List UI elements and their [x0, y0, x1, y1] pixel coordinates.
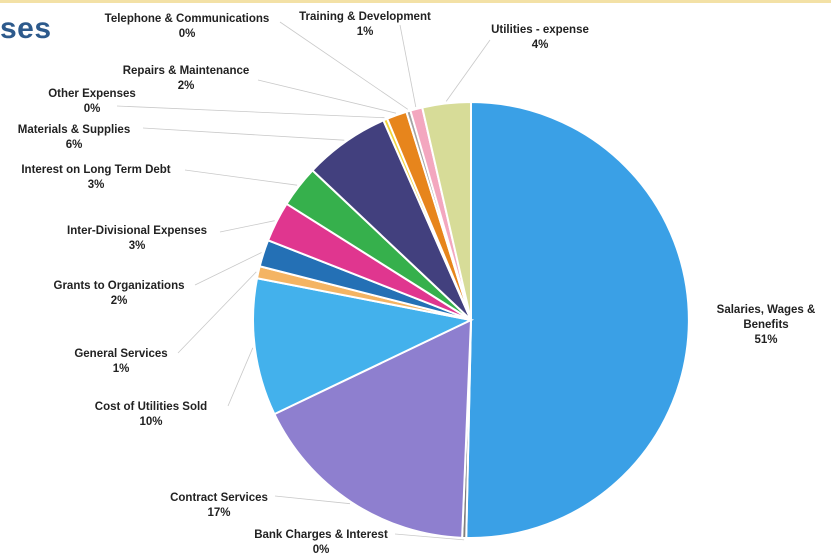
leader-line-other-expenses — [116, 105, 385, 119]
slice-name-line: Salaries, Wages & — [717, 304, 816, 316]
slice-name-line: Cost of Utilities Sold — [95, 401, 207, 413]
slice-name-line: Repairs & Maintenance — [123, 65, 250, 77]
slice-label-bank-charges-interest: Bank Charges & Interest 0% — [254, 529, 388, 556]
label-leader-lines — [116, 21, 491, 541]
slice-percent: 0% — [84, 103, 101, 115]
slice-percent: 10% — [139, 416, 162, 428]
slice-label-inter-divisional-expenses: Inter-Divisional Expenses 3% — [67, 225, 207, 252]
slice-percent: 3% — [88, 179, 105, 191]
slice-label-cost-of-utilities-sold: Cost of Utilities Sold 10% — [95, 401, 207, 428]
pie-slice-contract-services — [273, 318, 473, 539]
slice-label-other-expenses: Other Expenses 0% — [48, 88, 136, 115]
slice-percent: 4% — [532, 39, 549, 51]
leader-line-interest-on-long-term-debt — [184, 169, 298, 186]
leader-line-grants-to-organizations — [194, 252, 262, 286]
leader-line-materials-supplies — [142, 127, 345, 141]
slice-percent: 6% — [66, 139, 83, 151]
slice-label-salaries-wages-benefits: Salaries, Wages & Benefits 51% — [717, 304, 816, 346]
slice-percent: 51% — [754, 334, 777, 346]
leader-line-telephone-communications — [279, 21, 409, 110]
pie-slice-salaries-wages-benefits — [465, 100, 690, 539]
leader-line-inter-divisional-expenses — [219, 220, 275, 233]
slice-name-line: Grants to Organizations — [54, 280, 185, 292]
slice-percent: 0% — [313, 544, 330, 556]
leader-line-repairs-maintenance — [257, 79, 397, 114]
slice-label-general-services: General Services 1% — [74, 348, 167, 375]
leader-line-cost-of-utilities-sold — [227, 347, 254, 407]
page-title: ses — [0, 12, 52, 45]
slice-label-contract-services: Contract Services 17% — [170, 492, 268, 519]
slice-percent: 17% — [207, 507, 230, 519]
leader-line-contract-services — [274, 495, 351, 505]
slice-name-line: Benefits — [743, 319, 788, 331]
leader-line-training-development — [399, 24, 417, 108]
slice-label-materials-supplies: Materials & Supplies 6% — [18, 124, 130, 151]
pie-slices — [252, 100, 690, 539]
slice-label-utilities-expense: Utilities - expense 4% — [491, 24, 589, 51]
slice-label-training-development: Training & Development 1% — [299, 11, 431, 38]
slice-name-line: Materials & Supplies — [18, 124, 130, 136]
slice-percent: 0% — [179, 28, 196, 40]
leader-line-utilities-expense — [445, 39, 491, 102]
leader-line-general-services — [177, 271, 257, 354]
leader-line-bank-charges-interest — [394, 533, 465, 541]
pie-slice-utilities-expense — [421, 100, 472, 321]
slice-labels: Salaries, Wages & Benefits 51% Bank Charges… — [18, 11, 816, 556]
slice-label-interest-on-long-term-debt: Interest on Long Term Debt 3% — [21, 164, 170, 191]
slice-label-repairs-maintenance: Repairs & Maintenance 2% — [123, 65, 250, 92]
slice-label-telephone-communications: Telephone & Communications 0% — [105, 13, 270, 40]
slice-name-line: Training & Development — [299, 11, 431, 23]
top-rule — [0, 0, 831, 3]
pie-slice-cost-of-utilities-sold — [252, 277, 475, 416]
slice-name-line: Other Expenses — [48, 88, 136, 100]
slice-label-grants-to-organizations: Grants to Organizations 2% — [54, 280, 185, 307]
slice-name-line: Interest on Long Term Debt — [21, 164, 170, 176]
slice-percent: 2% — [178, 80, 195, 92]
slice-name-line: General Services — [74, 348, 167, 360]
slice-name-line: Bank Charges & Interest — [254, 529, 388, 541]
slice-name-line: Inter-Divisional Expenses — [67, 225, 207, 237]
slice-percent: 1% — [357, 26, 374, 38]
slice-name-line: Contract Services — [170, 492, 268, 504]
slice-name-line: Utilities - expense — [491, 24, 589, 36]
slice-percent: 2% — [111, 295, 128, 307]
slice-percent: 1% — [113, 363, 130, 375]
slice-name-line: Telephone & Communications — [105, 13, 270, 25]
slice-percent: 3% — [129, 240, 146, 252]
